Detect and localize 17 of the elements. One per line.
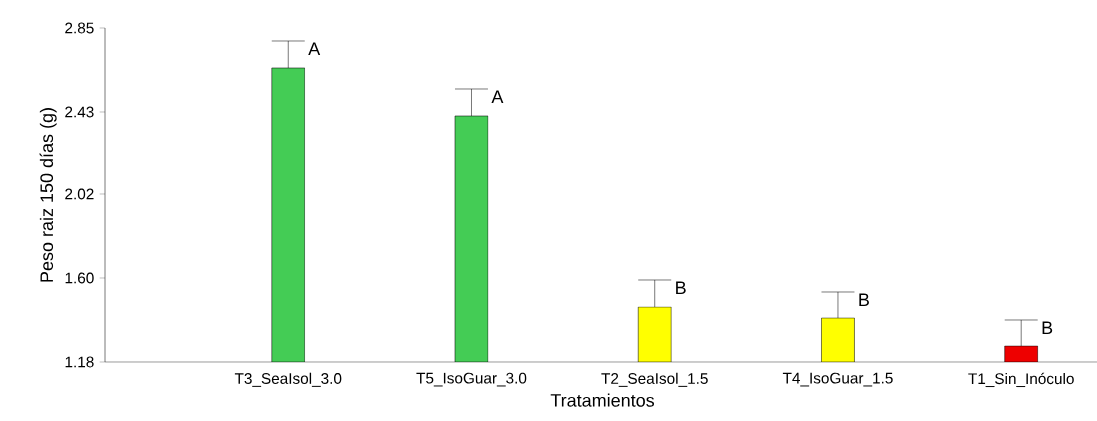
x-tick-label: T4_IsoGuar_1.5 <box>782 372 893 387</box>
y-axis-title: Peso raiz 150 días (g) <box>39 108 57 282</box>
x-tick-label: T1_Sin_Inóculo <box>968 372 1074 388</box>
y-tick-label: 1.60 <box>65 272 94 284</box>
y-tick-label: 1.18 <box>65 356 94 368</box>
x-tick-label: T2_SeaIsol_1.5 <box>601 372 708 387</box>
y-tick-label: 2.85 <box>65 22 94 34</box>
x-axis-title: Tratamientos <box>550 393 655 407</box>
y-tick-label: 2.43 <box>65 106 94 118</box>
annotation: B <box>859 293 869 306</box>
annotation: A <box>491 90 504 103</box>
y-tick-label: 2.02 <box>65 188 94 200</box>
annotation: B <box>676 281 686 294</box>
annotation: A <box>308 42 321 55</box>
annotation: B <box>1042 321 1053 334</box>
x-tick-label: T3_SeaIsol_3.0 <box>234 372 342 387</box>
x-tick-label: T5_IsoGuar_3.0 <box>416 372 527 387</box>
